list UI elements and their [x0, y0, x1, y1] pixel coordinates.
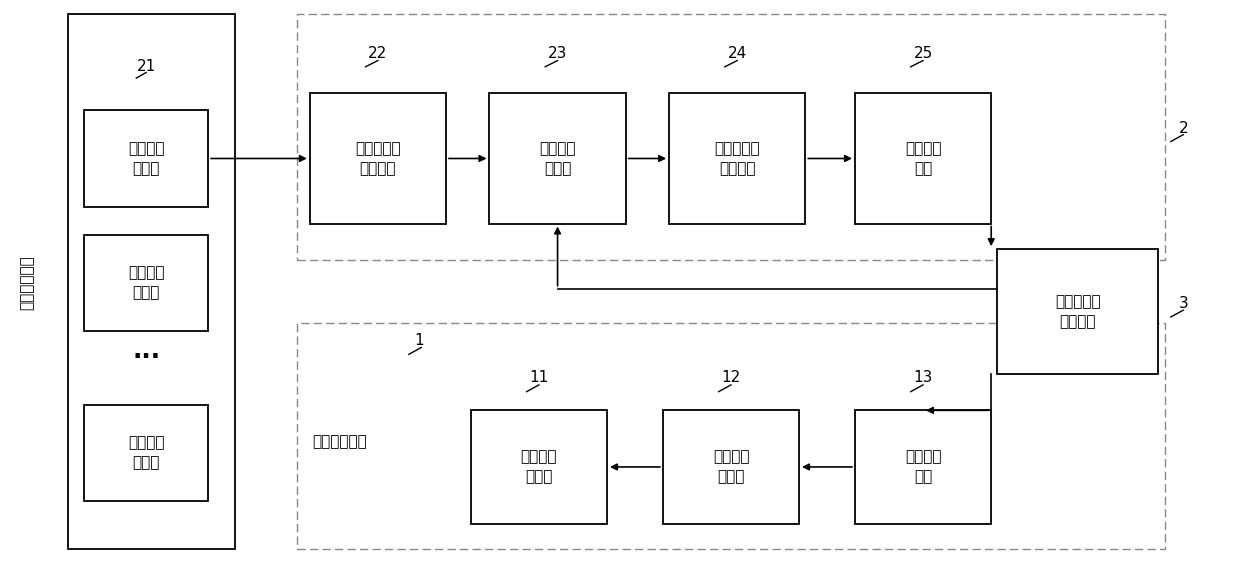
Text: 2: 2	[1178, 121, 1188, 136]
Text: 22: 22	[368, 45, 388, 61]
Text: 13: 13	[913, 370, 933, 385]
Text: 滤波放大
电路二: 滤波放大 电路二	[539, 141, 576, 176]
Text: 数模转换
电路: 数模转换 电路	[904, 449, 942, 484]
Text: 23: 23	[548, 45, 567, 61]
Bar	[297, 14, 1165, 260]
Bar	[84, 110, 208, 207]
Text: ···: ···	[133, 345, 160, 368]
Bar	[997, 249, 1158, 374]
Bar	[84, 235, 208, 331]
Text: 24: 24	[727, 45, 747, 61]
Text: 11: 11	[529, 370, 549, 385]
Text: 信号发射单元: 信号发射单元	[312, 434, 367, 449]
Bar	[669, 93, 805, 224]
Text: 控制与数据
处理单元: 控制与数据 处理单元	[1056, 294, 1100, 329]
Text: 信号发射
传感器: 信号发射 传感器	[520, 449, 558, 484]
Bar	[297, 323, 1165, 549]
Text: 信号接收
传感器: 信号接收 传感器	[128, 141, 165, 176]
Bar	[489, 93, 626, 224]
Bar	[310, 93, 446, 224]
Bar	[471, 410, 607, 524]
Text: 信号接收
传感器: 信号接收 传感器	[128, 265, 165, 301]
Text: 第二级时分
复用电路: 第二级时分 复用电路	[715, 141, 760, 176]
Text: 1: 1	[414, 333, 424, 348]
Text: 信号接收单元: 信号接收单元	[20, 256, 35, 310]
Text: 模数转换
电路: 模数转换 电路	[904, 141, 942, 176]
Text: 12: 12	[721, 370, 741, 385]
Bar	[855, 410, 991, 524]
Text: 21: 21	[136, 58, 156, 74]
Bar	[855, 93, 991, 224]
Text: 25: 25	[913, 45, 933, 61]
Text: 第一级时分
复用电路: 第一级时分 复用电路	[356, 141, 400, 176]
Bar	[84, 405, 208, 501]
Bar	[663, 410, 799, 524]
Bar	[68, 14, 235, 549]
Text: 信号接收
传感器: 信号接收 传感器	[128, 435, 165, 470]
Text: 3: 3	[1178, 296, 1188, 311]
Text: 滤波放大
电路一: 滤波放大 电路一	[712, 449, 750, 484]
